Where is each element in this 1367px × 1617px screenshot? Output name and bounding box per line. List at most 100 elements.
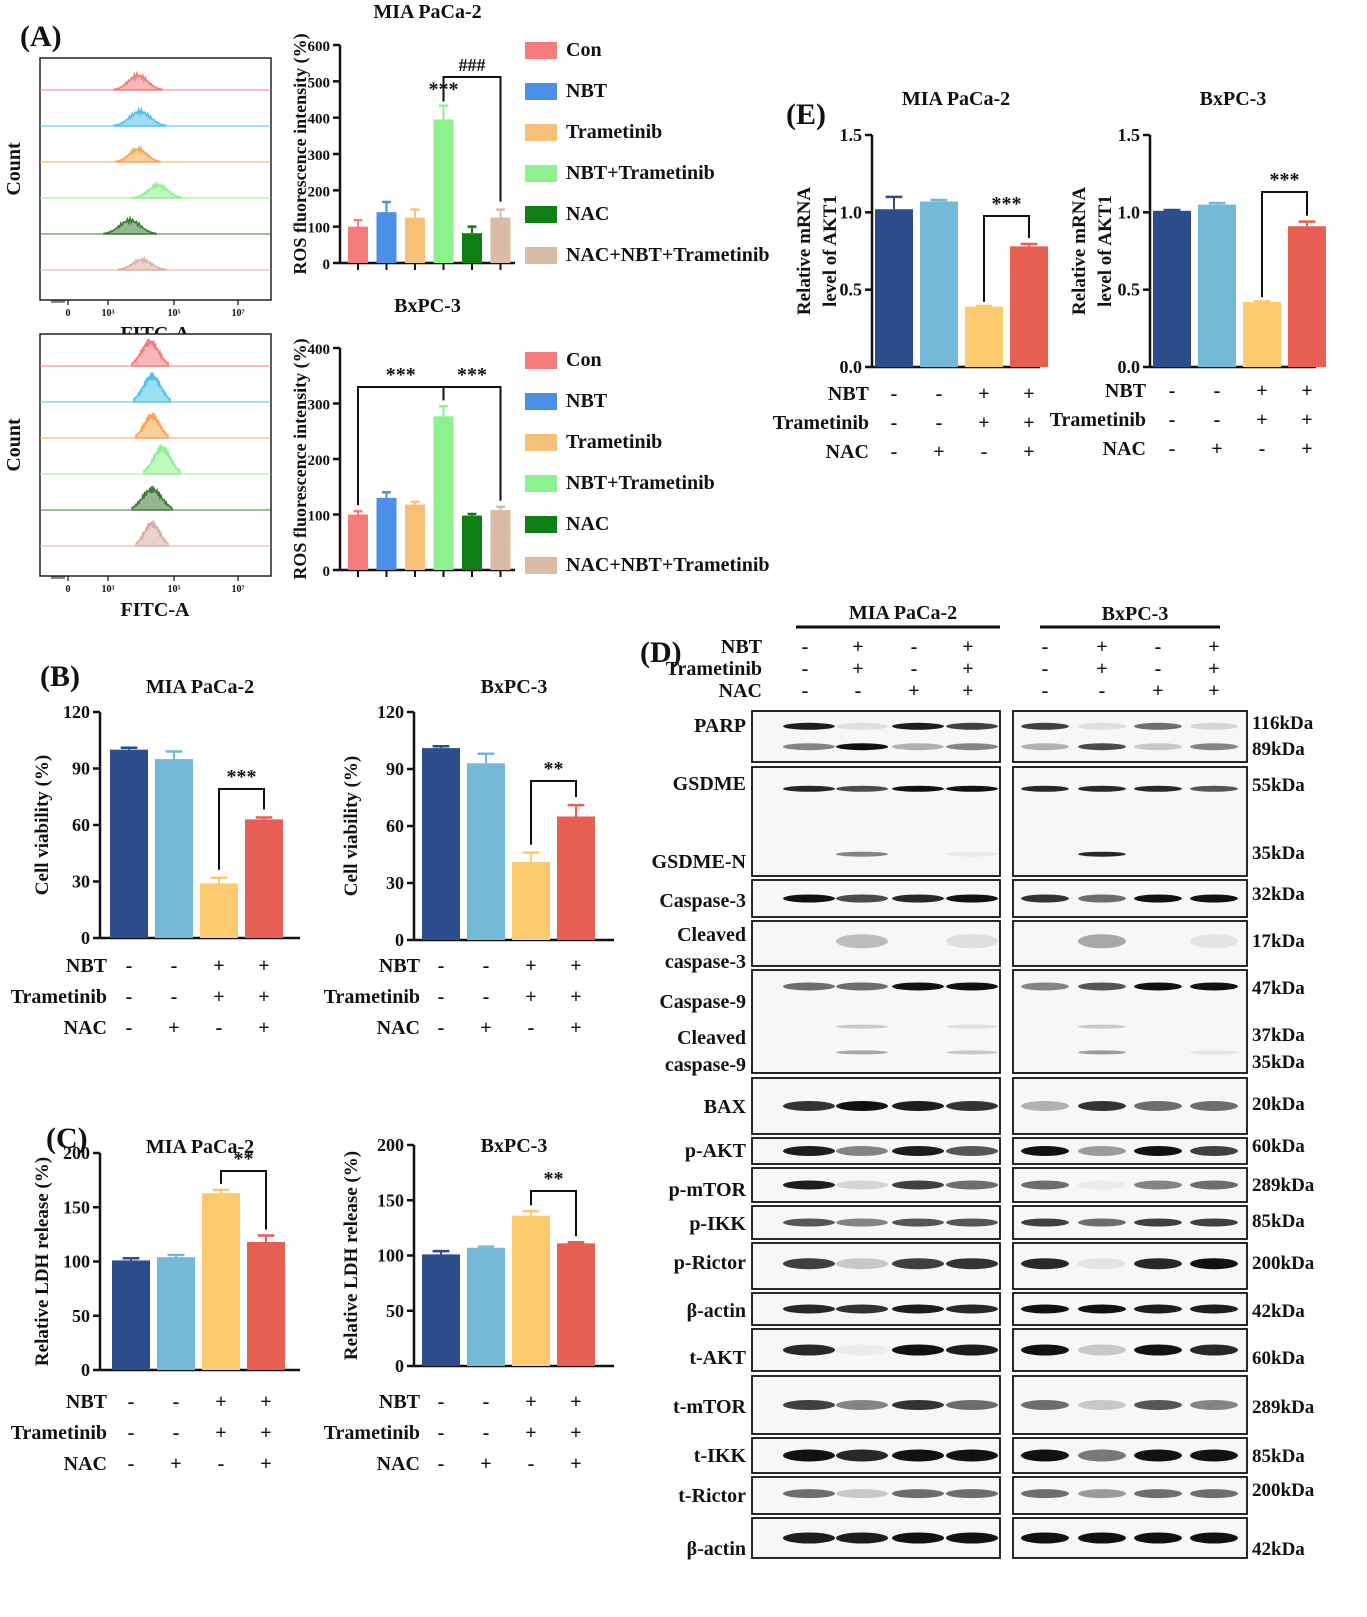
- bar: [1198, 204, 1236, 367]
- protein-label: Caspase-3: [659, 890, 746, 912]
- blot-band: [836, 894, 888, 903]
- treatment-sign: -: [1155, 636, 1162, 658]
- protein-label: Caspase-9: [659, 991, 746, 1013]
- protein-label: t-Rictor: [678, 1485, 746, 1507]
- legend-label: NAC: [566, 203, 609, 225]
- flow-x-label: FITC-A: [121, 599, 190, 621]
- blot-band: [946, 1050, 998, 1055]
- y-tick-label: 100: [308, 509, 331, 525]
- chart-title: BxPC-3: [394, 295, 461, 317]
- bar: [422, 748, 460, 940]
- legend-label: Con: [566, 349, 602, 371]
- treatment-sign: +: [1096, 658, 1107, 680]
- y-tick-label: 200: [377, 1135, 404, 1155]
- blot-band: [1190, 743, 1238, 751]
- legend-swatch: [525, 557, 557, 574]
- y-tick-label: 600: [308, 39, 331, 55]
- treatment-sign: -: [891, 412, 898, 434]
- protein-label: p-AKT: [685, 1140, 747, 1162]
- flow-y-label: Count: [3, 142, 25, 196]
- blot-band: [1190, 894, 1238, 903]
- blot-band: [1021, 1400, 1069, 1410]
- blot-band: [1190, 1050, 1238, 1055]
- blot-frame: [1012, 920, 1248, 967]
- treatment-sign: +: [1301, 438, 1312, 460]
- y-axis-label: Cell viability (%): [341, 756, 362, 896]
- bar: [157, 1257, 195, 1370]
- blot-band: [783, 1400, 835, 1410]
- treatment-sign: +: [525, 1391, 536, 1413]
- treatment-grid-e-bxpc: NBT - - + +Trametinib - - + +NAC - + - +: [1050, 380, 1313, 460]
- blot-band: [946, 1532, 998, 1544]
- blot-band: [783, 1101, 835, 1111]
- treatment-sign: +: [260, 1453, 271, 1475]
- blot-band: [946, 1489, 998, 1499]
- y-tick-label: 200: [308, 453, 331, 469]
- bar: [557, 816, 595, 940]
- blot-band: [892, 1344, 944, 1356]
- blot-band: [783, 785, 835, 792]
- treatment-sign: +: [1208, 680, 1219, 702]
- treatment-sign: +: [260, 1422, 271, 1444]
- bar: [490, 217, 511, 263]
- blot-band: [892, 1304, 944, 1314]
- significance-bracket: [983, 215, 1030, 302]
- treatment-sign: -: [173, 1422, 180, 1444]
- blot-band: [836, 1024, 888, 1029]
- bar: [467, 1247, 505, 1366]
- treatment-sign: +: [258, 986, 269, 1008]
- blot-band: [1021, 785, 1069, 792]
- treatment-sign: -: [855, 680, 862, 702]
- blot-band: [946, 785, 998, 792]
- bar: [348, 226, 368, 263]
- blot-band: [1134, 1400, 1182, 1410]
- kda-label: 60kDa: [1252, 1136, 1305, 1157]
- protein-label: GSDME: [673, 773, 746, 795]
- treatment-sign: +: [852, 636, 863, 658]
- blot-band: [783, 1344, 835, 1356]
- treatment-sign: +: [1211, 438, 1222, 460]
- blot-band: [1134, 1101, 1182, 1111]
- treatment-label: NBT: [379, 955, 421, 977]
- blot-band: [1021, 1218, 1069, 1227]
- treatment-sign: +: [570, 1422, 581, 1444]
- blot-band: [836, 1400, 888, 1410]
- y-tick-label: 60: [72, 815, 90, 835]
- blot-band: [1134, 1180, 1182, 1190]
- treatment-sign: +: [1301, 380, 1312, 402]
- blot-band: [1021, 1101, 1069, 1111]
- blot-band: [1021, 1489, 1069, 1499]
- treatment-sign: -: [891, 383, 898, 405]
- treatment-sign: -: [1155, 658, 1162, 680]
- bar: [875, 209, 913, 367]
- kda-label: 32kDa: [1252, 884, 1305, 905]
- treatment-label: NBT: [828, 383, 870, 405]
- blot-band: [1134, 1532, 1182, 1544]
- chart-E-MIA: MIA PaCa-2 Relative mRNA level of AKT1 0.0 0…: [794, 88, 1048, 377]
- treatment-sign: +: [1023, 412, 1034, 434]
- treatment-sign: -: [483, 1391, 490, 1413]
- histogram: [115, 144, 161, 163]
- blot-band: [1190, 1449, 1238, 1462]
- chart-B-MIA: MIA PaCa-2 Cell viability (%) 0 30 60 90 120 **…: [32, 676, 300, 948]
- flow-x-tick-label: 10⁷: [232, 584, 245, 595]
- legend-swatch: [525, 124, 557, 141]
- panel-letter-e: (E): [786, 98, 826, 131]
- blot-band: [783, 1146, 835, 1156]
- treatment-sign: +: [570, 1017, 581, 1039]
- protein-label: Cleaved: [677, 924, 746, 946]
- bar: [512, 1215, 550, 1366]
- blot-band: [892, 722, 944, 730]
- panel-letter-c: (C): [46, 1122, 88, 1155]
- chart-A-MIA: MIA PaCa-2 ROS fluorescence intensity (%)…: [290, 1, 515, 275]
- bar: [462, 233, 482, 263]
- legend-swatch: [525, 434, 557, 451]
- blot-band: [1078, 1218, 1126, 1227]
- kda-label: 289kDa: [1252, 1175, 1315, 1196]
- blot-frame: [1012, 710, 1248, 763]
- y-tick-label: 0.0: [840, 357, 863, 377]
- blot-band: [836, 1304, 888, 1314]
- treatment-sign: +: [215, 1391, 226, 1413]
- blot-band: [1134, 1449, 1182, 1462]
- flow-frame: [39, 57, 272, 301]
